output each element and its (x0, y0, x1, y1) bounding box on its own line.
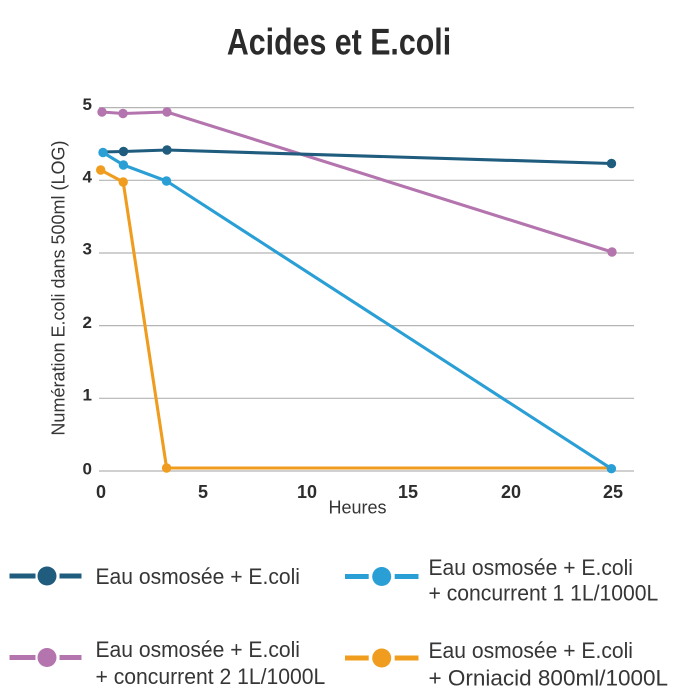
svg-text:Eau osmosée + E.coli: Eau osmosée + E.coli (429, 554, 633, 580)
svg-text:2: 2 (83, 313, 92, 332)
svg-text:+ concurrent 1 1L/1000L: + concurrent 1 1L/1000L (429, 580, 659, 606)
svg-text:10: 10 (297, 482, 317, 502)
svg-text:0: 0 (96, 482, 106, 502)
svg-text:25: 25 (603, 482, 623, 502)
svg-text:+ Orniacid 800ml/1000L: + Orniacid 800ml/1000L (429, 666, 669, 691)
svg-text:20: 20 (501, 482, 521, 502)
svg-text:5: 5 (83, 95, 92, 114)
svg-text:1: 1 (83, 386, 92, 405)
svg-text:0: 0 (83, 460, 92, 479)
svg-text:Numération E.coli dans 500ml (: Numération E.coli dans 500ml (LOG) (49, 140, 69, 435)
svg-text:Acides et E.coli: Acides et E.coli (227, 21, 451, 63)
svg-text:Heures: Heures (328, 498, 386, 518)
svg-text:15: 15 (398, 482, 418, 502)
svg-text:5: 5 (198, 482, 208, 502)
svg-text:+ concurrent 2 1L/1000L: + concurrent 2 1L/1000L (96, 663, 326, 689)
svg-text:Eau osmosée + E.coli: Eau osmosée + E.coli (429, 637, 633, 663)
svg-text:3: 3 (83, 240, 92, 259)
svg-text:4: 4 (83, 168, 93, 187)
svg-text:Eau osmosée + E.coli: Eau osmosée + E.coli (96, 636, 300, 662)
svg-text:Eau osmosée + E.coli: Eau osmosée + E.coli (96, 563, 300, 589)
